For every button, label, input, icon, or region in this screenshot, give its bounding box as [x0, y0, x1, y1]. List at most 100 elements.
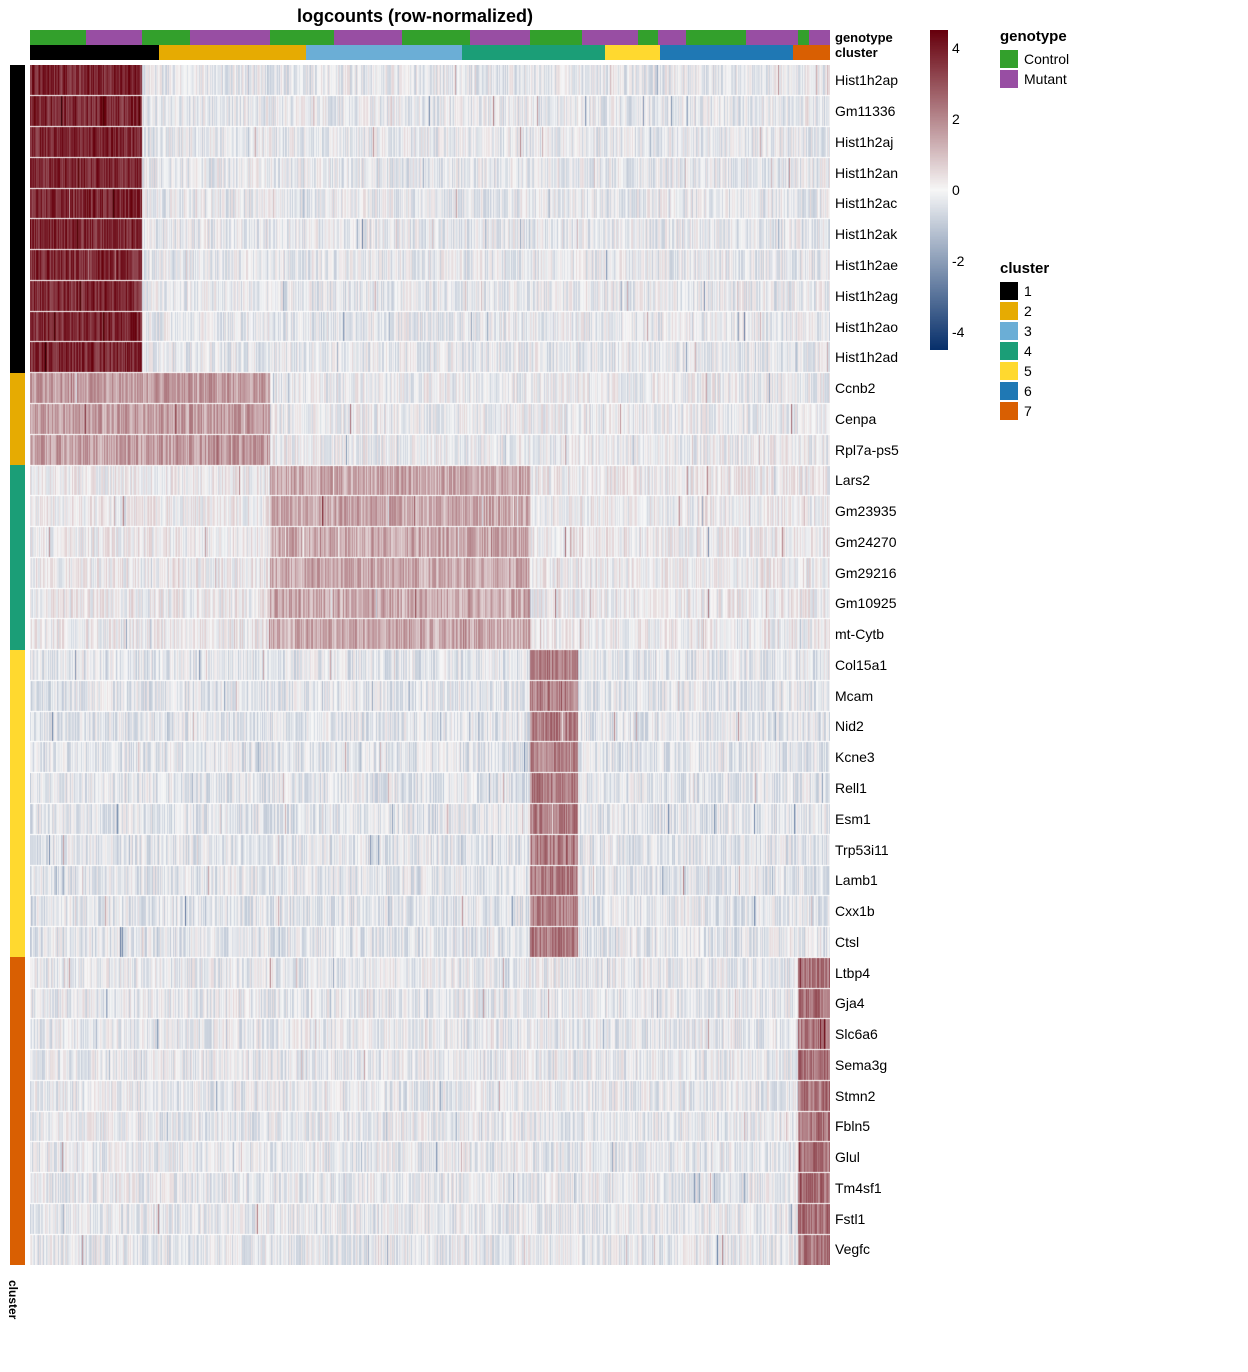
gene-label: Gja4	[835, 988, 925, 1019]
legend-label: 3	[1024, 323, 1032, 339]
gene-label: Hist1h2ap	[835, 65, 925, 96]
legend-swatch	[1000, 322, 1018, 340]
annot-segment	[660, 45, 793, 60]
annot-segment	[605, 45, 660, 60]
colorbar	[930, 30, 948, 350]
annot-segment	[638, 30, 658, 45]
legend-item: Control	[1000, 49, 1069, 69]
colorbar-tick: 2	[952, 111, 960, 127]
row-annot-segment	[10, 650, 25, 958]
gene-label: Gm24270	[835, 526, 925, 557]
colorbar-ticks: -4 -2 0 2 4	[952, 30, 992, 350]
legend-genotype-title: genotype	[1000, 28, 1069, 45]
annot-segment	[270, 30, 334, 45]
gene-label: Vegfc	[835, 1234, 925, 1265]
annot-segment	[470, 30, 530, 45]
legend-label: 7	[1024, 403, 1032, 419]
legend-cluster-title: cluster	[1000, 260, 1049, 277]
gene-label: Sema3g	[835, 1050, 925, 1081]
annot-segment	[809, 30, 830, 45]
legend-swatch	[1000, 382, 1018, 400]
gene-label: Hist1h2ao	[835, 311, 925, 342]
heatmap-canvas	[30, 65, 830, 1265]
annot-segment	[746, 30, 798, 45]
legend-item: 3	[1000, 321, 1049, 341]
gene-label: Hist1h2ak	[835, 219, 925, 250]
legend-label: 6	[1024, 383, 1032, 399]
legend-item: 6	[1000, 381, 1049, 401]
gene-label: Slc6a6	[835, 1019, 925, 1050]
legend-swatch	[1000, 402, 1018, 420]
gene-label: Tm4sf1	[835, 1173, 925, 1204]
column-annotation-bars	[30, 30, 830, 60]
legend-item: 4	[1000, 341, 1049, 361]
annot-segment	[30, 30, 86, 45]
legend-swatch	[1000, 362, 1018, 380]
row-annotation-cluster	[10, 65, 25, 1265]
gene-label: Hist1h2ac	[835, 188, 925, 219]
annot-label-cluster: cluster	[835, 45, 893, 60]
gene-label: Gm11336	[835, 96, 925, 127]
legend-cluster: cluster 1 2 3 4 5 6 7	[1000, 260, 1049, 421]
gene-label: Hist1h2an	[835, 157, 925, 188]
annot-segment	[86, 30, 142, 45]
annot-segment	[793, 45, 830, 60]
row-annot-segment	[10, 465, 25, 650]
gene-label: Kcne3	[835, 742, 925, 773]
gene-label: Gm29216	[835, 557, 925, 588]
row-gene-labels: Hist1h2apGm11336Hist1h2ajHist1h2anHist1h…	[835, 65, 925, 1265]
legend-swatch	[1000, 342, 1018, 360]
colorbar-tick: -2	[952, 253, 964, 269]
colorbar-tick: 4	[952, 40, 960, 56]
legend-item: Mutant	[1000, 69, 1069, 89]
gene-label: Hist1h2ad	[835, 342, 925, 373]
annot-segment	[142, 30, 190, 45]
legend-item: 5	[1000, 361, 1049, 381]
legend-label: 1	[1024, 283, 1032, 299]
gene-label: Hist1h2ae	[835, 250, 925, 281]
legend-item: 7	[1000, 401, 1049, 421]
gene-label: Lars2	[835, 465, 925, 496]
annot-segment	[306, 45, 462, 60]
legend-swatch	[1000, 282, 1018, 300]
annot-segment	[462, 45, 605, 60]
legend-label: 2	[1024, 303, 1032, 319]
annot-segment	[530, 30, 582, 45]
gene-label: Fbln5	[835, 1111, 925, 1142]
legend-swatch	[1000, 50, 1018, 68]
annot-segment	[582, 30, 638, 45]
annot-label-genotype: genotype	[835, 30, 893, 45]
legend-genotype: genotype Control Mutant	[1000, 28, 1069, 89]
annot-segment	[190, 30, 270, 45]
column-annotation-genotype	[30, 30, 830, 45]
gene-label: Rpl7a-ps5	[835, 434, 925, 465]
legend-label: 4	[1024, 343, 1032, 359]
gene-label: Mcam	[835, 680, 925, 711]
column-annotation-cluster	[30, 45, 830, 60]
gene-label: Fstl1	[835, 1203, 925, 1234]
gene-label: mt-Cytb	[835, 619, 925, 650]
figure-container: logcounts (row-normalized) genotype clus…	[0, 0, 1248, 1372]
gene-label: Cenpa	[835, 403, 925, 434]
gene-label: Stmn2	[835, 1080, 925, 1111]
legend-label: Control	[1024, 51, 1069, 67]
gene-label: Trp53i11	[835, 834, 925, 865]
annot-segment	[686, 30, 746, 45]
gene-label: Col15a1	[835, 650, 925, 681]
legend-label: 5	[1024, 363, 1032, 379]
gene-label: Rell1	[835, 773, 925, 804]
legend-item: 2	[1000, 301, 1049, 321]
gene-label: Esm1	[835, 803, 925, 834]
gene-label: Hist1h2aj	[835, 127, 925, 158]
gene-label: Lamb1	[835, 865, 925, 896]
plot-title: logcounts (row-normalized)	[0, 6, 830, 27]
row-annot-segment	[10, 65, 25, 373]
colorbar-tick: -4	[952, 324, 964, 340]
annot-segment	[334, 30, 402, 45]
row-annot-segment	[10, 373, 25, 465]
gene-label: Nid2	[835, 711, 925, 742]
gene-label: Hist1h2ag	[835, 280, 925, 311]
row-annotation-axis-label: cluster	[6, 1280, 20, 1319]
column-annotation-labels: genotype cluster	[835, 30, 893, 60]
colorbar-tick: 0	[952, 182, 960, 198]
